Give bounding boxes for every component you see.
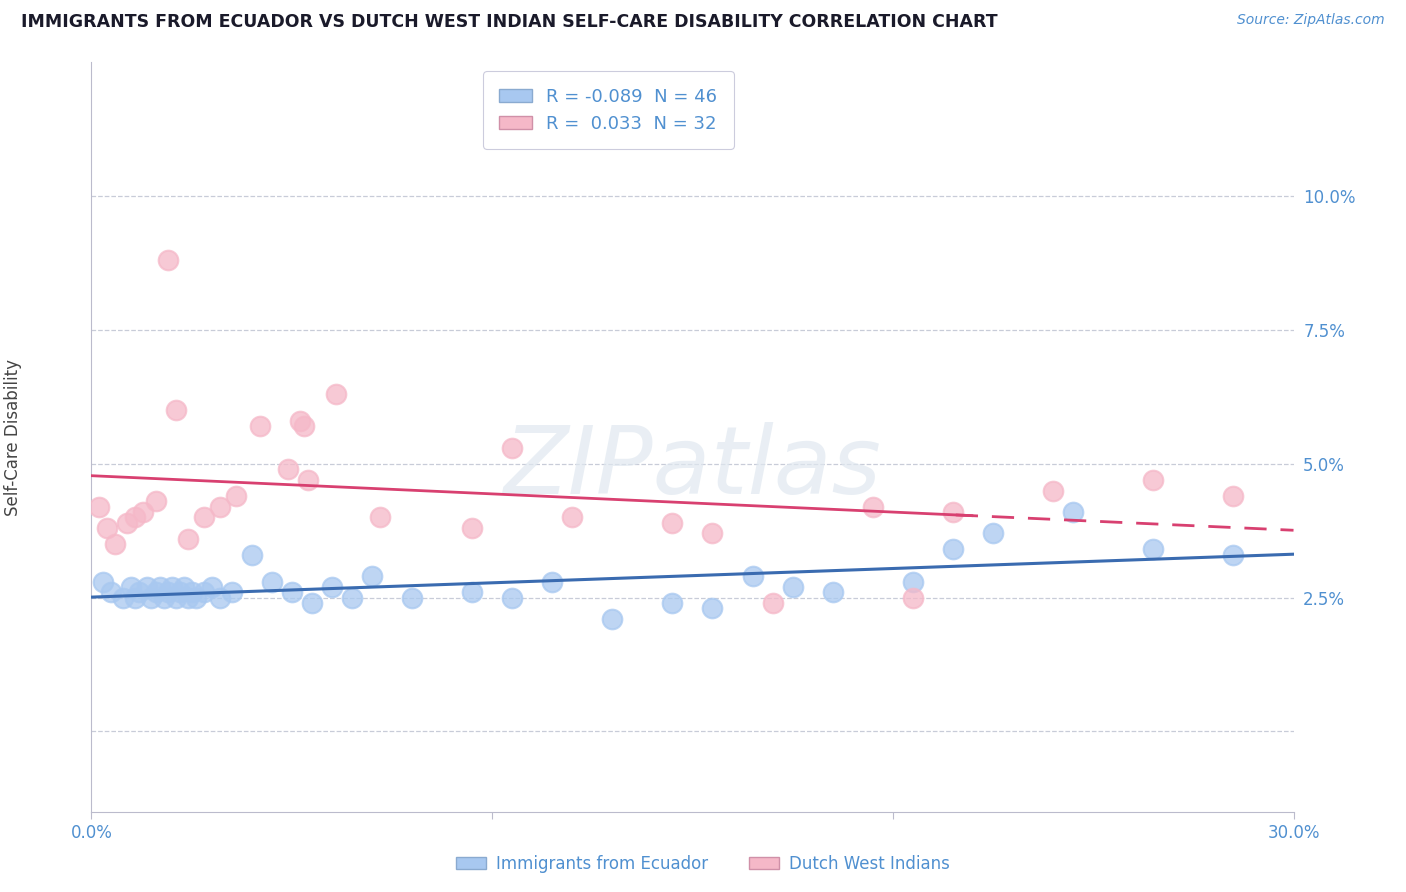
- Point: [1042, 483, 1064, 498]
- Y-axis label: Self-Care Disability: Self-Care Disability: [4, 359, 22, 516]
- Point: [461, 521, 484, 535]
- Point: [1142, 473, 1164, 487]
- Point: [100, 585, 122, 599]
- Point: [1222, 548, 1244, 562]
- Point: [325, 387, 347, 401]
- Point: [117, 516, 139, 530]
- Text: ZIPatlas: ZIPatlas: [503, 422, 882, 513]
- Point: [702, 601, 724, 615]
- Point: [89, 500, 111, 514]
- Point: [901, 591, 924, 605]
- Point: [541, 574, 564, 589]
- Point: [152, 591, 174, 605]
- Point: [249, 419, 271, 434]
- Legend: R = -0.089  N = 46, R =  0.033  N = 32: R = -0.089 N = 46, R = 0.033 N = 32: [484, 71, 734, 149]
- Point: [501, 591, 523, 605]
- Point: [340, 591, 363, 605]
- Point: [401, 591, 423, 605]
- Point: [1142, 542, 1164, 557]
- Point: [165, 591, 187, 605]
- Point: [661, 516, 683, 530]
- Point: [141, 591, 163, 605]
- Point: [821, 585, 844, 599]
- Point: [297, 473, 319, 487]
- Point: [169, 585, 191, 599]
- Point: [136, 580, 159, 594]
- Point: [201, 580, 224, 594]
- Point: [942, 505, 965, 519]
- Point: [221, 585, 243, 599]
- Point: [145, 585, 167, 599]
- Point: [942, 542, 965, 557]
- Point: [461, 585, 484, 599]
- Point: [156, 253, 179, 268]
- Point: [121, 580, 143, 594]
- Point: [288, 414, 311, 428]
- Point: [1062, 505, 1084, 519]
- Text: Source: ZipAtlas.com: Source: ZipAtlas.com: [1237, 13, 1385, 28]
- Point: [176, 532, 198, 546]
- Point: [360, 569, 382, 583]
- Point: [93, 574, 115, 589]
- Point: [301, 596, 323, 610]
- Point: [782, 580, 804, 594]
- Point: [208, 591, 231, 605]
- Point: [1222, 489, 1244, 503]
- Point: [128, 585, 150, 599]
- Point: [321, 580, 343, 594]
- Point: [661, 596, 683, 610]
- Point: [184, 591, 207, 605]
- Point: [981, 526, 1004, 541]
- Point: [160, 580, 183, 594]
- Point: [96, 521, 118, 535]
- Point: [193, 585, 215, 599]
- Point: [193, 510, 215, 524]
- Point: [156, 585, 179, 599]
- Point: [173, 580, 195, 594]
- Point: [368, 510, 391, 524]
- Point: [132, 505, 155, 519]
- Point: [124, 591, 146, 605]
- Point: [148, 580, 170, 594]
- Point: [260, 574, 283, 589]
- Point: [702, 526, 724, 541]
- Point: [145, 494, 167, 508]
- Point: [176, 591, 198, 605]
- Point: [225, 489, 247, 503]
- Point: [501, 441, 523, 455]
- Point: [741, 569, 763, 583]
- Point: [862, 500, 884, 514]
- Point: [292, 419, 315, 434]
- Point: [561, 510, 583, 524]
- Point: [208, 500, 231, 514]
- Point: [762, 596, 785, 610]
- Point: [104, 537, 127, 551]
- Point: [180, 585, 202, 599]
- Point: [281, 585, 304, 599]
- Point: [240, 548, 263, 562]
- Point: [277, 462, 299, 476]
- Point: [124, 510, 146, 524]
- Text: IMMIGRANTS FROM ECUADOR VS DUTCH WEST INDIAN SELF-CARE DISABILITY CORRELATION CH: IMMIGRANTS FROM ECUADOR VS DUTCH WEST IN…: [21, 13, 998, 31]
- Point: [112, 591, 135, 605]
- Point: [602, 612, 624, 626]
- Point: [165, 403, 187, 417]
- Legend: Immigrants from Ecuador, Dutch West Indians: Immigrants from Ecuador, Dutch West Indi…: [449, 848, 957, 880]
- Point: [901, 574, 924, 589]
